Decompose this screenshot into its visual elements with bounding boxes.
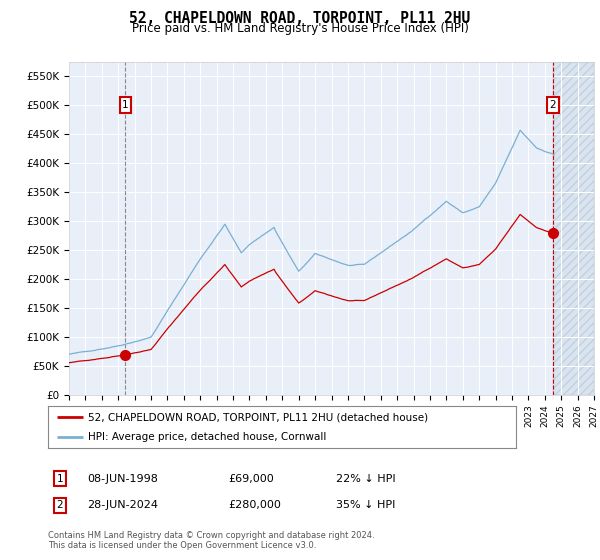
Text: 2: 2 xyxy=(56,500,64,510)
Text: 1: 1 xyxy=(56,474,64,484)
Text: Price paid vs. HM Land Registry's House Price Index (HPI): Price paid vs. HM Land Registry's House … xyxy=(131,22,469,35)
Text: £280,000: £280,000 xyxy=(228,500,281,510)
Text: 2: 2 xyxy=(550,100,556,110)
Text: 1: 1 xyxy=(122,100,129,110)
Text: 08-JUN-1998: 08-JUN-1998 xyxy=(87,474,158,484)
Text: 28-JUN-2024: 28-JUN-2024 xyxy=(87,500,158,510)
Text: 35% ↓ HPI: 35% ↓ HPI xyxy=(336,500,395,510)
Text: Contains HM Land Registry data © Crown copyright and database right 2024.
This d: Contains HM Land Registry data © Crown c… xyxy=(48,531,374,550)
Text: 52, CHAPELDOWN ROAD, TORPOINT, PL11 2HU: 52, CHAPELDOWN ROAD, TORPOINT, PL11 2HU xyxy=(130,11,470,26)
Text: £69,000: £69,000 xyxy=(228,474,274,484)
Bar xyxy=(553,62,594,395)
Text: 52, CHAPELDOWN ROAD, TORPOINT, PL11 2HU (detached house): 52, CHAPELDOWN ROAD, TORPOINT, PL11 2HU … xyxy=(88,412,428,422)
Bar xyxy=(553,62,594,395)
Text: HPI: Average price, detached house, Cornwall: HPI: Average price, detached house, Corn… xyxy=(88,432,326,442)
Text: 22% ↓ HPI: 22% ↓ HPI xyxy=(336,474,395,484)
